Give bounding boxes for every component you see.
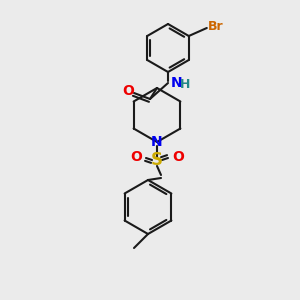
Text: H: H — [180, 77, 190, 91]
Text: S: S — [151, 151, 163, 169]
Text: N: N — [151, 135, 163, 149]
Text: O: O — [122, 84, 134, 98]
Text: N: N — [171, 76, 183, 90]
Text: O: O — [172, 150, 184, 164]
Text: Br: Br — [208, 20, 224, 34]
Text: O: O — [130, 150, 142, 164]
